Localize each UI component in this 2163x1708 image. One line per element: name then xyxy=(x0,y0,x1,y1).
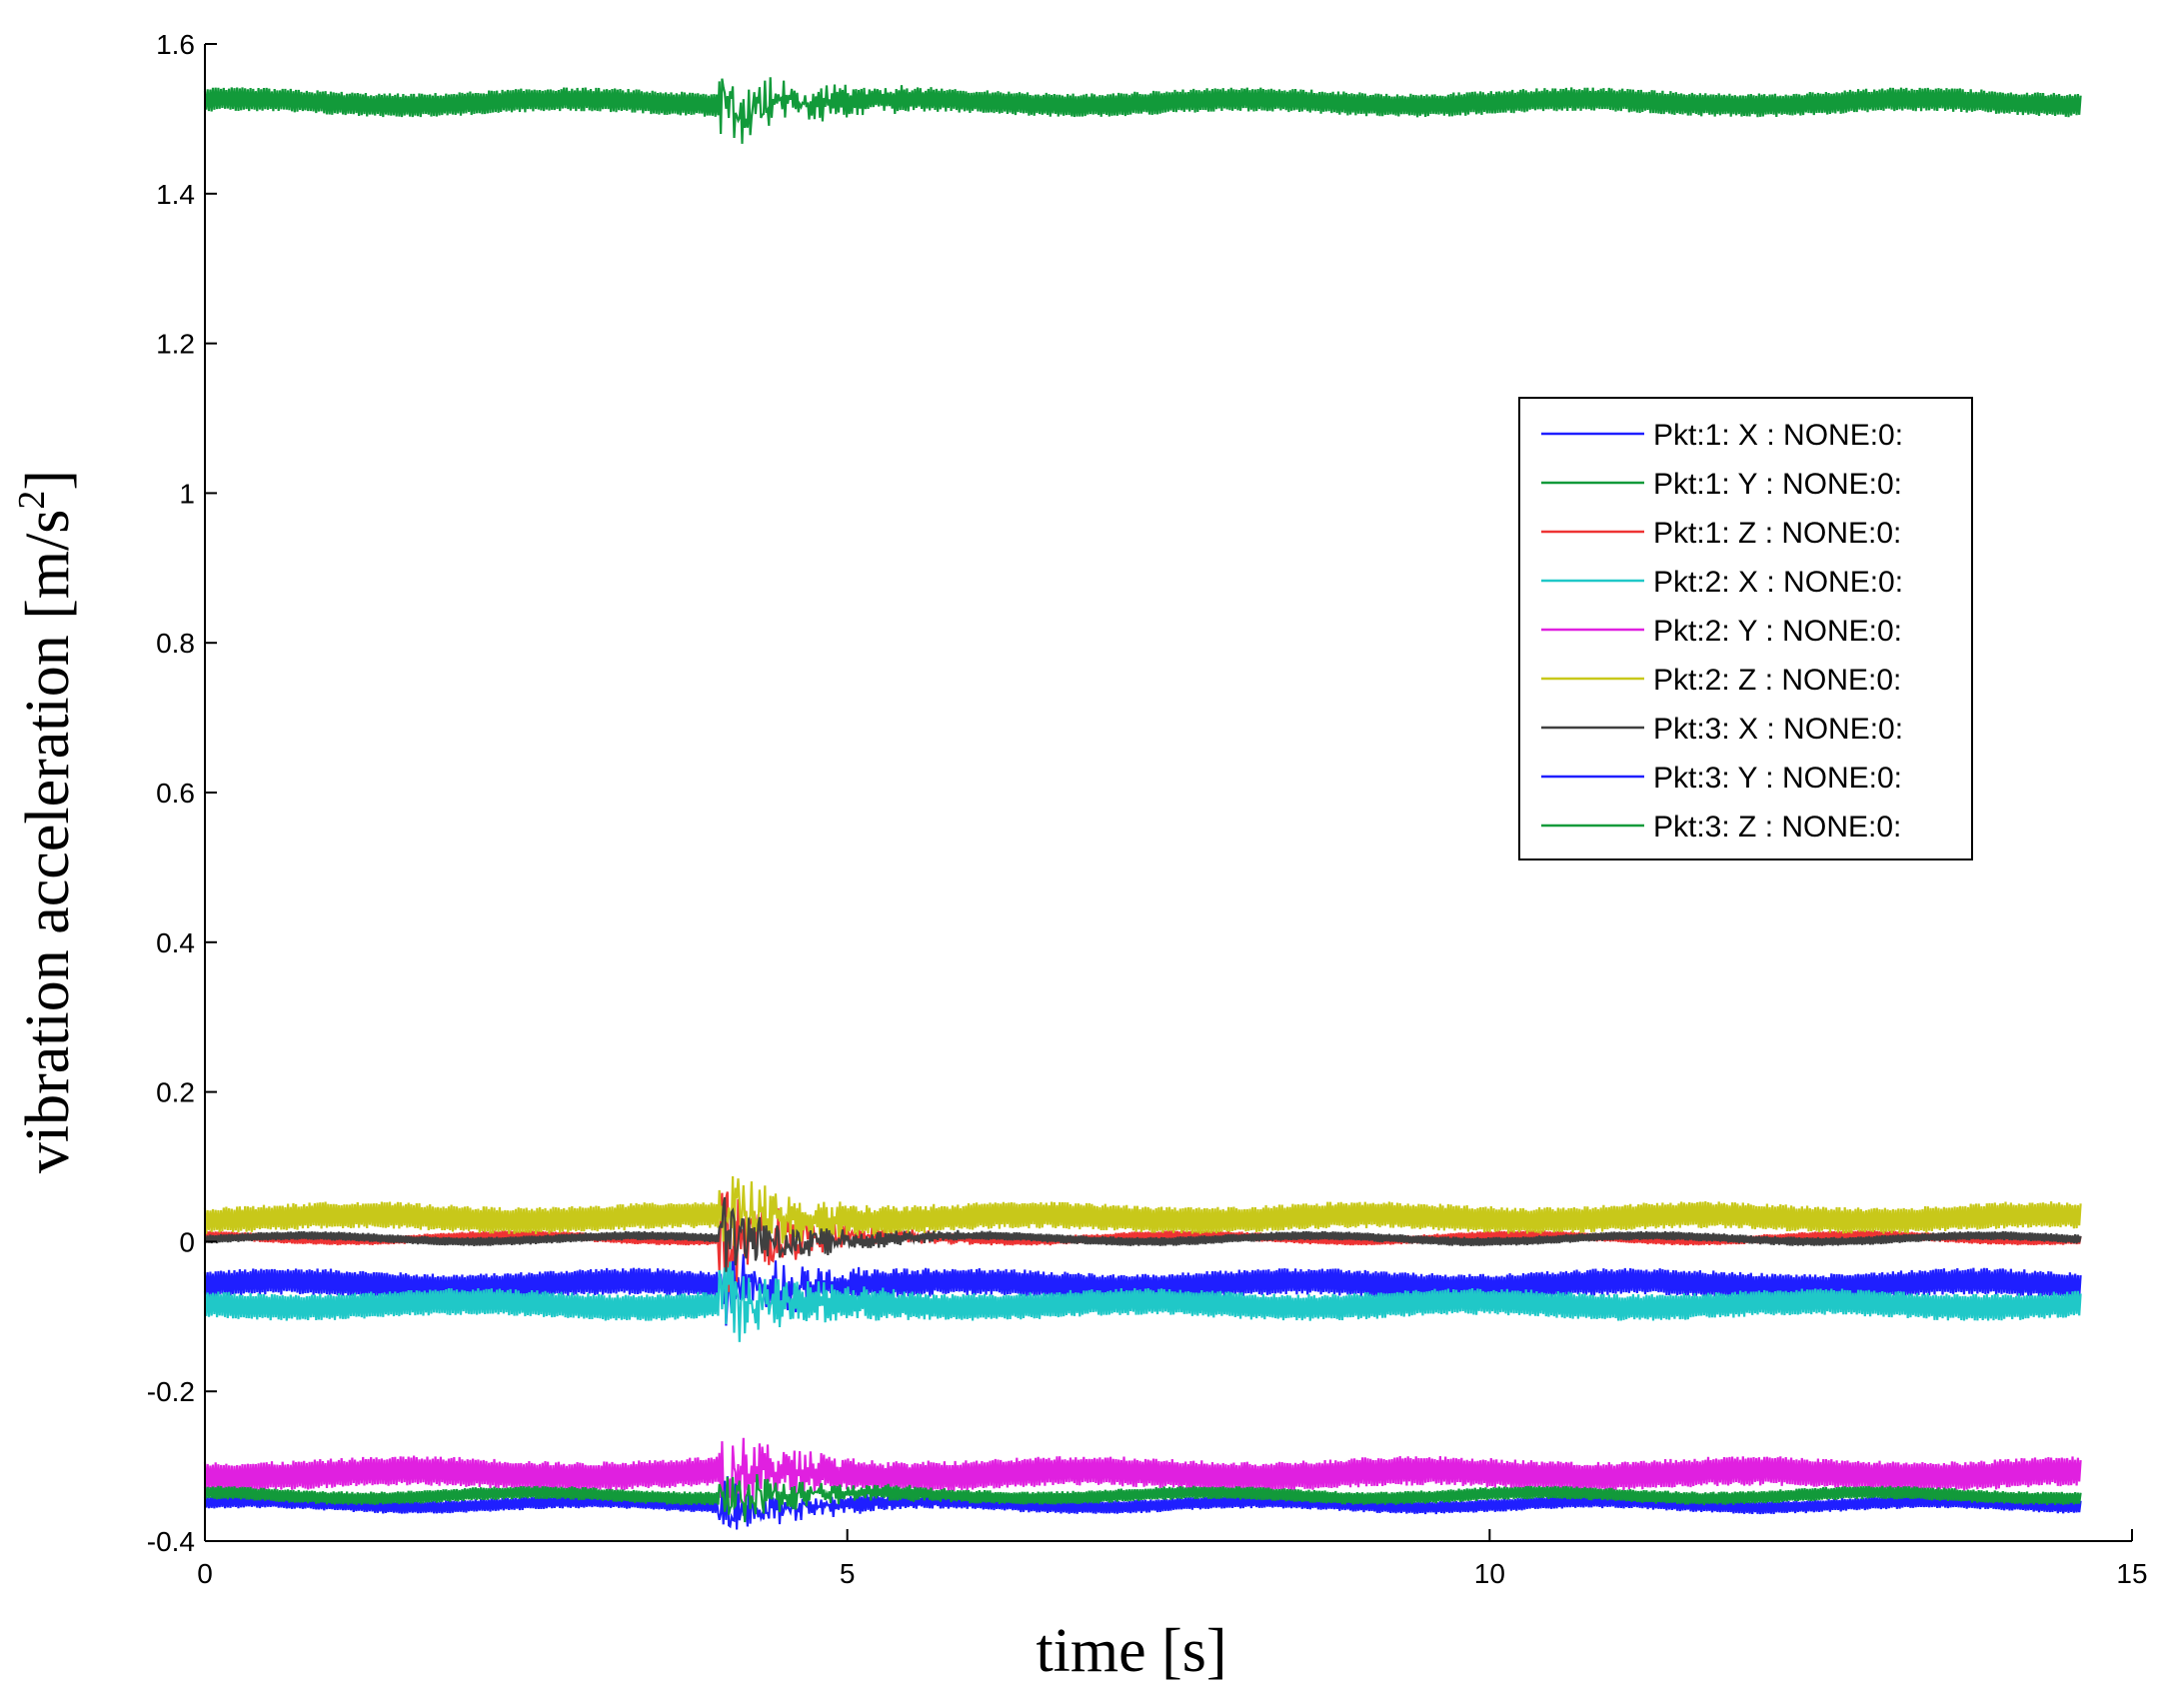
y-tick-label: 0 xyxy=(179,1226,195,1257)
series-line-2 xyxy=(203,77,2082,144)
series-line-8 xyxy=(203,1476,2082,1530)
y-axis-title-close: ] xyxy=(14,470,82,491)
x-axis-title: time [s] xyxy=(1036,1617,1226,1685)
legend-label: Pkt:2: Y : NONE:0: xyxy=(1653,615,1902,648)
series-line-4 xyxy=(203,1261,2082,1342)
y-tick-label: 0.4 xyxy=(156,927,195,958)
y-tick-label: -0.2 xyxy=(147,1376,195,1407)
y-axis-title-main: vibration acceleration [m/s xyxy=(14,510,82,1174)
y-tick-label: -0.4 xyxy=(147,1526,195,1557)
ticks-layer: -0.4 -0.2 0 0.2 0.4 0.6 0.8 1 1.2 1.4 1.6 0 5 10 15 xyxy=(147,29,2148,1589)
legend-label: Pkt:3: Y : NONE:0: xyxy=(1653,762,1902,795)
y-axis-title: vibration acceleration [m/s2] xyxy=(11,470,82,1173)
y-axis-title-superscript: 2 xyxy=(11,491,53,510)
y-tick-label: 0.6 xyxy=(156,778,195,809)
legend-label: Pkt:1: X : NONE:0: xyxy=(1653,419,1903,452)
y-tick-label: 1.6 xyxy=(156,29,195,60)
legend-label: Pkt:2: Z : NONE:0: xyxy=(1653,664,1901,697)
legend-label: Pkt:2: X : NONE:0: xyxy=(1653,566,1903,599)
series-line-9 xyxy=(203,1474,2082,1523)
x-tick-label: 0 xyxy=(197,1558,213,1589)
series-layer xyxy=(203,77,2082,1530)
y-tick-label: 0.8 xyxy=(156,628,195,659)
y-tick-label: 1.2 xyxy=(156,329,195,360)
series-line-5 xyxy=(203,1437,2082,1507)
y-tick-label: 1.4 xyxy=(156,179,195,210)
legend: Pkt:1: X : NONE:0: Pkt:1: Y : NONE:0: Pkt:… xyxy=(1518,397,1973,860)
series-line-7 xyxy=(203,1196,2082,1272)
legend-label: Pkt:1: Z : NONE:0: xyxy=(1653,517,1901,550)
y-tick-label: 0.2 xyxy=(156,1077,195,1108)
legend-label: Pkt:3: Z : NONE:0: xyxy=(1653,811,1901,844)
series-line-1 xyxy=(203,1253,2082,1326)
x-tick-label: 10 xyxy=(1474,1558,1505,1589)
legend-label: Pkt:1: Y : NONE:0: xyxy=(1653,468,1902,501)
x-tick-label: 5 xyxy=(840,1558,856,1589)
series-line-6 xyxy=(203,1175,2082,1246)
y-tick-label: 1 xyxy=(179,478,195,509)
legend-label: Pkt:3: X : NONE:0: xyxy=(1653,713,1903,746)
x-tick-label: 15 xyxy=(2116,1558,2147,1589)
